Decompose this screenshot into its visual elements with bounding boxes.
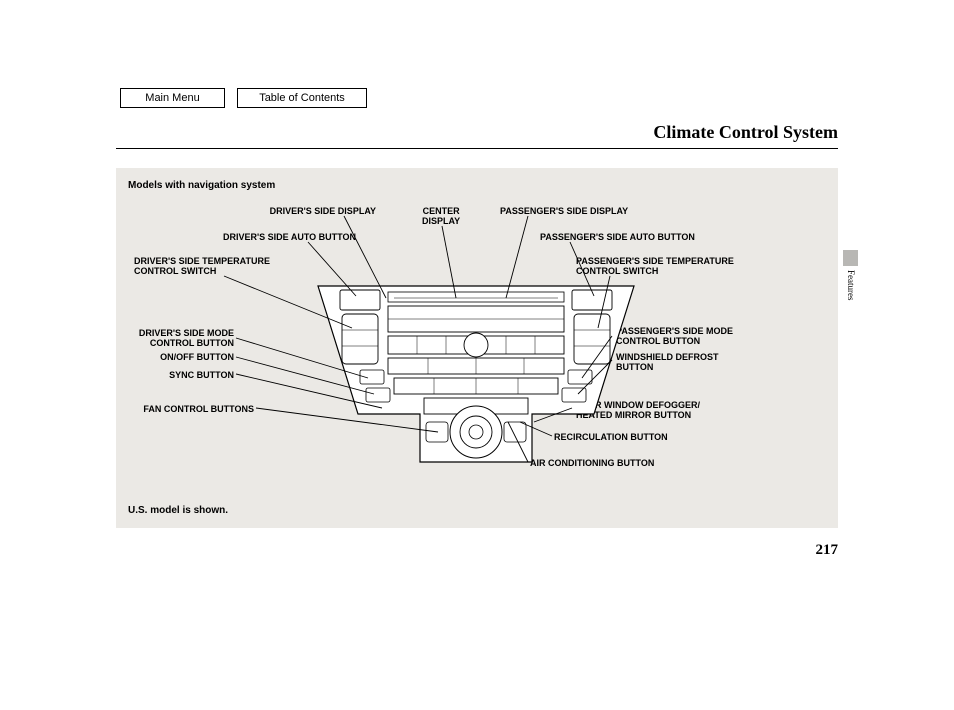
console-svg [316,274,636,474]
label-line: PASSENGER'S SIDE TEMPERATURE [576,256,734,266]
label-driver-temp: DRIVER'S SIDE TEMPERATURE CONTROL SWITCH [134,256,270,277]
label-line: DRIVER'S SIDE TEMPERATURE [134,256,270,266]
label-passenger-auto: PASSENGER'S SIDE AUTO BUTTON [540,232,695,242]
main-menu-button[interactable]: Main Menu [120,88,225,108]
console-schematic [316,274,636,474]
label-fan: FAN CONTROL BUTTONS [126,404,254,414]
label-driver-display: DRIVER'S SIDE DISPLAY [236,206,376,216]
diagram-panel: Models with navigation system U.S. model… [116,168,838,528]
label-line: CONTROL SWITCH [134,266,216,276]
page-title: Climate Control System [653,122,838,143]
label-center-display: CENTER DISPLAY [422,206,460,227]
label-passenger-display: PASSENGER'S SIDE DISPLAY [500,206,628,216]
side-tab-label: Features [846,270,856,301]
label-sync: SYNC BUTTON [126,370,234,380]
page-number: 217 [816,542,839,559]
toc-button[interactable]: Table of Contents [237,88,367,108]
diagram-header-note: Models with navigation system [128,180,275,191]
title-underline [116,148,838,149]
side-tab: Features [843,250,858,305]
label-line: DRIVER'S SIDE MODE [139,328,234,338]
label-driver-auto: DRIVER'S SIDE AUTO BUTTON [186,232,356,242]
label-onoff: ON/OFF BUTTON [126,352,234,362]
diagram-footer-note: U.S. model is shown. [128,505,228,516]
label-driver-mode: DRIVER'S SIDE MODE CONTROL BUTTON [126,328,234,349]
label-line: DISPLAY [422,216,460,226]
nav-button-row: Main Menu Table of Contents [120,88,367,108]
label-line: CONTROL BUTTON [150,338,234,348]
label-line: CENTER [423,206,460,216]
side-tab-marker [843,250,858,266]
